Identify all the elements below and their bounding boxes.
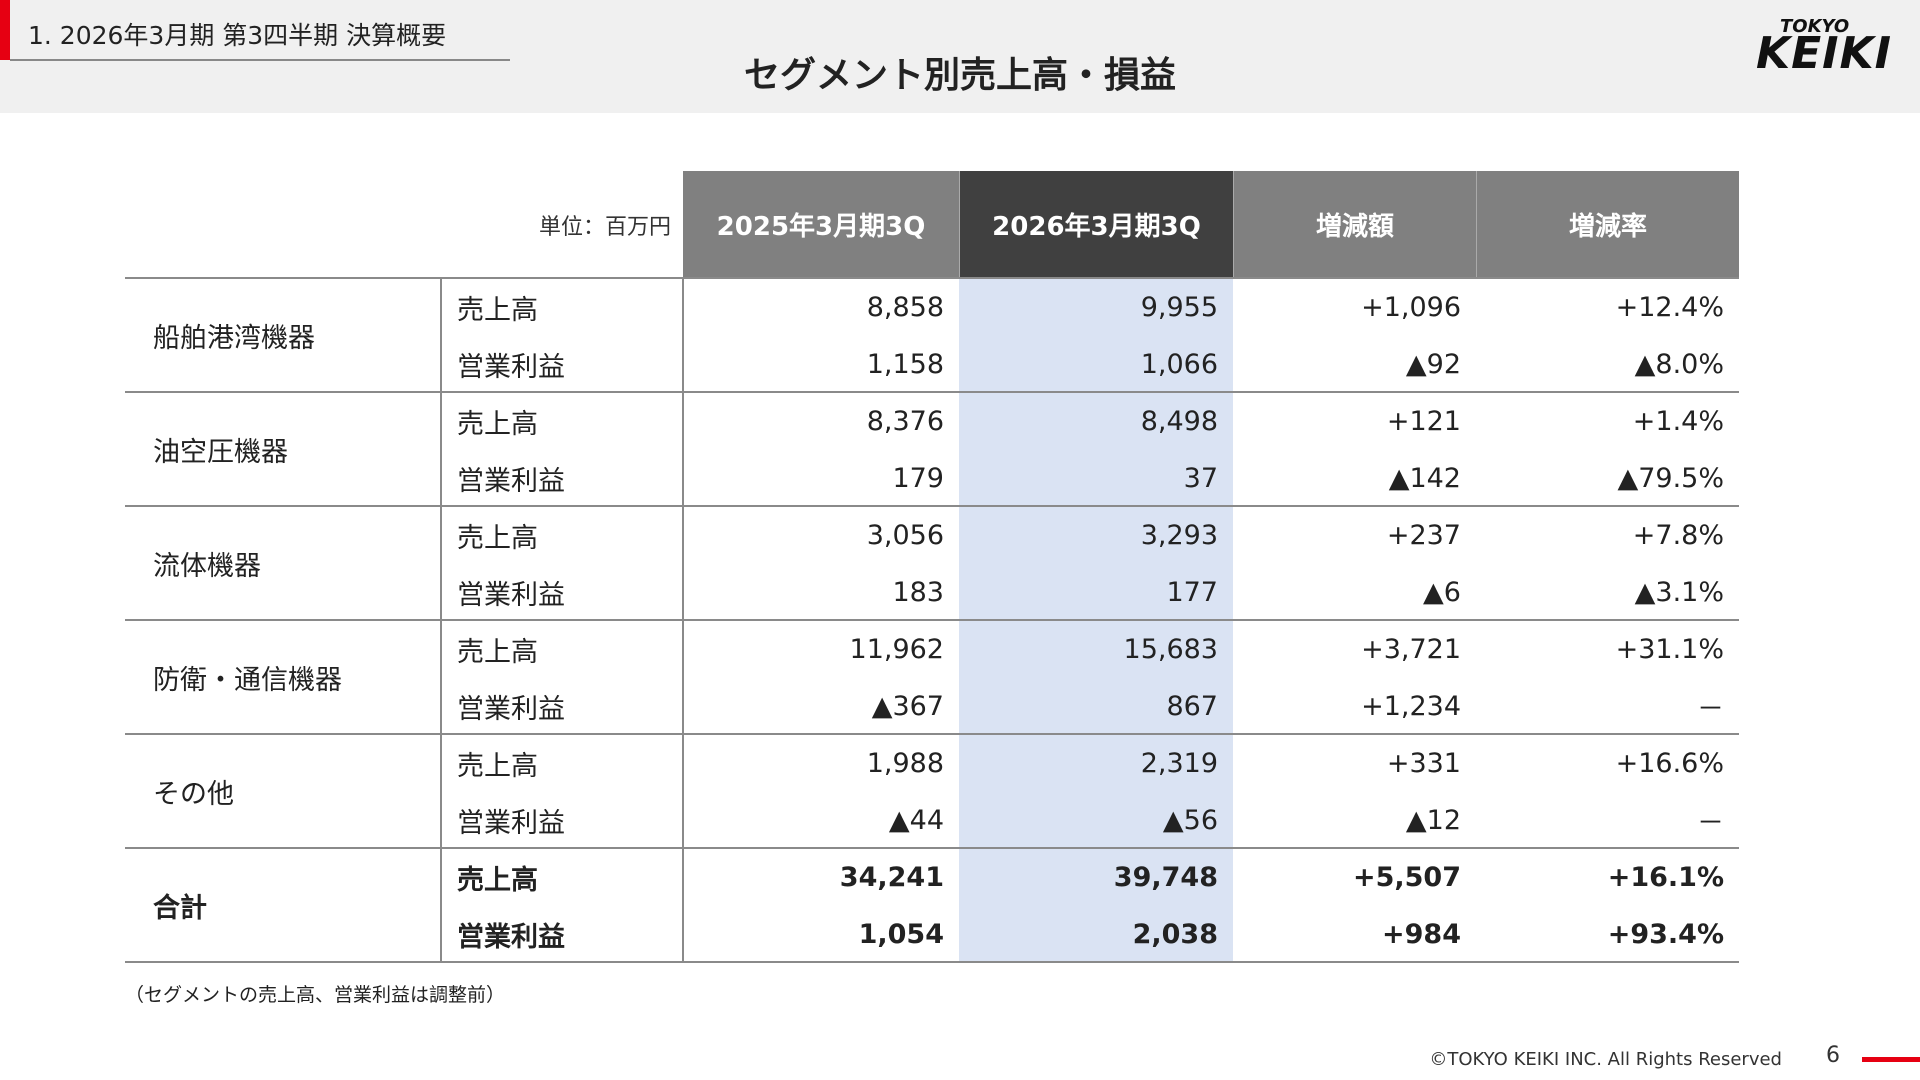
segment-label: 防衛・通信機器 — [153, 664, 342, 696]
row-divider — [125, 733, 1739, 735]
value-cell: 8,498 — [1140, 406, 1218, 437]
value-cell: +16.6% — [1615, 748, 1724, 779]
value-cell: +1,234 — [1361, 691, 1461, 722]
item-label: 営業利益 — [457, 352, 565, 383]
column-header: 2026年3月期3Q — [959, 171, 1233, 278]
value-cell: ▲79.5% — [1617, 463, 1724, 494]
segment-label: 油空圧機器 — [153, 436, 288, 468]
value-cell: ▲3.1% — [1634, 577, 1724, 608]
footer-accent — [1862, 1057, 1920, 1062]
item-label: 営業利益 — [457, 808, 565, 839]
row-divider — [125, 961, 1739, 963]
page-number: 6 — [1826, 1043, 1840, 1068]
value-cell: +984 — [1382, 919, 1461, 950]
value-cell: 1,066 — [1140, 349, 1218, 380]
copyright: ©TOKYO KEIKI INC. All Rights Reserved — [1429, 1049, 1782, 1070]
value-cell: ▲8.0% — [1634, 349, 1724, 380]
column-header: 増減額 — [1233, 171, 1476, 278]
unit-label: 単位：百万円 — [538, 214, 671, 240]
item-label: 営業利益 — [457, 694, 565, 725]
accent-bar — [0, 0, 10, 60]
value-cell: 1,988 — [866, 748, 944, 779]
value-cell: +121 — [1386, 406, 1461, 437]
value-cell: 183 — [892, 577, 944, 608]
value-cell: 8,858 — [866, 292, 944, 323]
row-divider — [125, 391, 1739, 393]
header-band — [0, 0, 1920, 113]
value-cell: +93.4% — [1607, 919, 1724, 950]
value-cell: ▲92 — [1405, 349, 1461, 380]
value-cell: +16.1% — [1607, 862, 1724, 893]
value-cell: 3,293 — [1140, 520, 1218, 551]
value-cell: +5,507 — [1352, 862, 1461, 893]
segment-label: 船舶港湾機器 — [153, 322, 315, 354]
value-cell: 2,319 — [1140, 748, 1218, 779]
value-cell: 8,376 — [866, 406, 944, 437]
logo-small: TOKYO — [1780, 16, 1850, 37]
value-cell: +1,096 — [1361, 292, 1461, 323]
value-cell: +7.8% — [1632, 520, 1724, 551]
value-cell: － — [1697, 808, 1724, 839]
value-cell: +331 — [1386, 748, 1461, 779]
segment-label: その他 — [153, 778, 234, 810]
column-header: 2025年3月期3Q — [683, 171, 959, 278]
value-cell: 1,054 — [858, 919, 944, 950]
value-cell: 9,955 — [1140, 292, 1218, 323]
value-cell: 11,962 — [849, 634, 944, 665]
note: （セグメントの売上高、営業利益は調整前） — [125, 984, 506, 1006]
value-cell: ▲142 — [1388, 463, 1461, 494]
column-header: 増減率 — [1476, 171, 1739, 278]
item-label: 営業利益 — [457, 580, 565, 611]
value-cell: 15,683 — [1123, 634, 1218, 665]
item-label: 売上高 — [457, 865, 538, 896]
value-cell: +12.4% — [1615, 292, 1724, 323]
value-cell: 867 — [1166, 691, 1218, 722]
item-label: 営業利益 — [457, 922, 565, 953]
value-cell: ▲44 — [888, 805, 944, 836]
value-cell: +31.1% — [1615, 634, 1724, 665]
value-cell: 34,241 — [839, 862, 944, 893]
value-cell: 177 — [1166, 577, 1218, 608]
value-cell: +1.4% — [1632, 406, 1724, 437]
item-label: 売上高 — [457, 295, 538, 326]
row-divider — [125, 847, 1739, 849]
item-label: 売上高 — [457, 409, 538, 440]
segment-label: 合計 — [153, 892, 207, 924]
value-cell: ▲367 — [871, 691, 944, 722]
row-divider — [125, 619, 1739, 621]
segment-label: 流体機器 — [153, 550, 261, 582]
value-cell: ▲6 — [1423, 577, 1461, 608]
page-title: セグメント別売上高・損益 — [743, 55, 1176, 96]
item-label: 売上高 — [457, 523, 538, 554]
value-cell: － — [1697, 694, 1724, 725]
value-cell: 3,056 — [866, 520, 944, 551]
column-divider — [682, 278, 684, 962]
value-cell: ▲12 — [1405, 805, 1461, 836]
value-cell: 39,748 — [1113, 862, 1218, 893]
section-underline — [10, 59, 510, 61]
column-divider — [440, 278, 442, 962]
value-cell: 37 — [1183, 463, 1218, 494]
item-label: 売上高 — [457, 751, 538, 782]
value-cell: +3,721 — [1361, 634, 1461, 665]
section-title: 1. 2026年3月期 第3四半期 決算概要 — [28, 21, 447, 50]
item-label: 営業利益 — [457, 466, 565, 497]
row-divider — [125, 505, 1739, 507]
value-cell: 1,158 — [866, 349, 944, 380]
value-cell: ▲56 — [1162, 805, 1218, 836]
row-divider — [125, 277, 1739, 279]
item-label: 売上高 — [457, 637, 538, 668]
value-cell: 179 — [892, 463, 944, 494]
logo-large: KEIKI — [1756, 28, 1892, 79]
value-cell: +237 — [1386, 520, 1461, 551]
value-cell: 2,038 — [1132, 919, 1218, 950]
